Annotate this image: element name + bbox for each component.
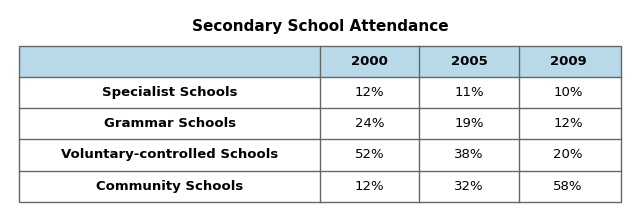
Text: Secondary School Attendance: Secondary School Attendance [192, 19, 448, 34]
Text: 19%: 19% [454, 117, 484, 130]
Text: 38%: 38% [454, 148, 484, 161]
Text: Community Schools: Community Schools [96, 180, 243, 193]
Text: Specialist Schools: Specialist Schools [102, 86, 237, 99]
Text: Grammar Schools: Grammar Schools [104, 117, 236, 130]
Text: 52%: 52% [355, 148, 385, 161]
Text: Voluntary-controlled Schools: Voluntary-controlled Schools [61, 148, 278, 161]
Text: 10%: 10% [554, 86, 583, 99]
Text: 2009: 2009 [550, 55, 586, 68]
Text: 20%: 20% [554, 148, 583, 161]
Text: 12%: 12% [355, 180, 385, 193]
Text: 58%: 58% [554, 180, 583, 193]
Text: 12%: 12% [355, 86, 385, 99]
Text: 12%: 12% [554, 117, 583, 130]
Text: 11%: 11% [454, 86, 484, 99]
Text: 24%: 24% [355, 117, 385, 130]
Text: 2005: 2005 [451, 55, 487, 68]
Text: 2000: 2000 [351, 55, 388, 68]
Text: 32%: 32% [454, 180, 484, 193]
